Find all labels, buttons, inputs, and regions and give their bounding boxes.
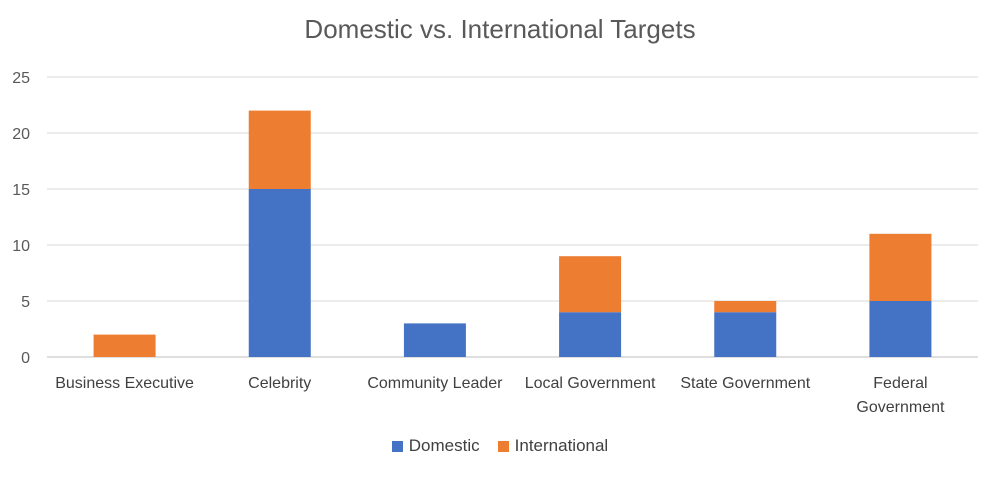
x-tick-label: Community Leader xyxy=(367,375,503,392)
legend-swatch-international xyxy=(497,440,509,452)
bar-international-4 xyxy=(559,256,622,313)
legend-item-domestic: Domestic xyxy=(391,436,480,456)
y-tick-label: 20 xyxy=(12,126,30,143)
bar-international-6 xyxy=(869,233,932,301)
legend-item-international: International xyxy=(497,436,609,456)
bar-international-2 xyxy=(248,110,311,189)
x-tick-label: Local Government xyxy=(525,375,656,392)
bar-domestic-5 xyxy=(714,312,777,357)
y-tick-label: 15 xyxy=(12,182,30,199)
y-tick-label: 10 xyxy=(12,238,30,255)
x-tick-label: Government xyxy=(856,399,945,416)
bar-domestic-3 xyxy=(403,323,466,357)
chart-legend: Domestic International xyxy=(0,436,1000,456)
bar-domestic-2 xyxy=(248,189,311,357)
x-tick-label: Business Executive xyxy=(55,375,194,392)
x-tick-label: State Government xyxy=(680,375,810,392)
chart-title: Domestic vs. International Targets xyxy=(304,14,696,44)
y-tick-label: 5 xyxy=(21,294,30,311)
legend-label-international: International xyxy=(514,436,609,455)
legend-label-domestic: Domestic xyxy=(408,436,480,455)
y-tick-label: 25 xyxy=(12,70,30,87)
bar-domestic-6 xyxy=(869,301,932,357)
x-tick-label: Federal xyxy=(873,375,927,392)
bar-domestic-4 xyxy=(559,312,622,357)
bar-international-1 xyxy=(93,334,156,357)
y-tick-label: 0 xyxy=(21,350,30,367)
bar-international-5 xyxy=(714,301,777,313)
legend-swatch-domestic xyxy=(391,440,403,452)
x-tick-label: Celebrity xyxy=(248,375,311,392)
